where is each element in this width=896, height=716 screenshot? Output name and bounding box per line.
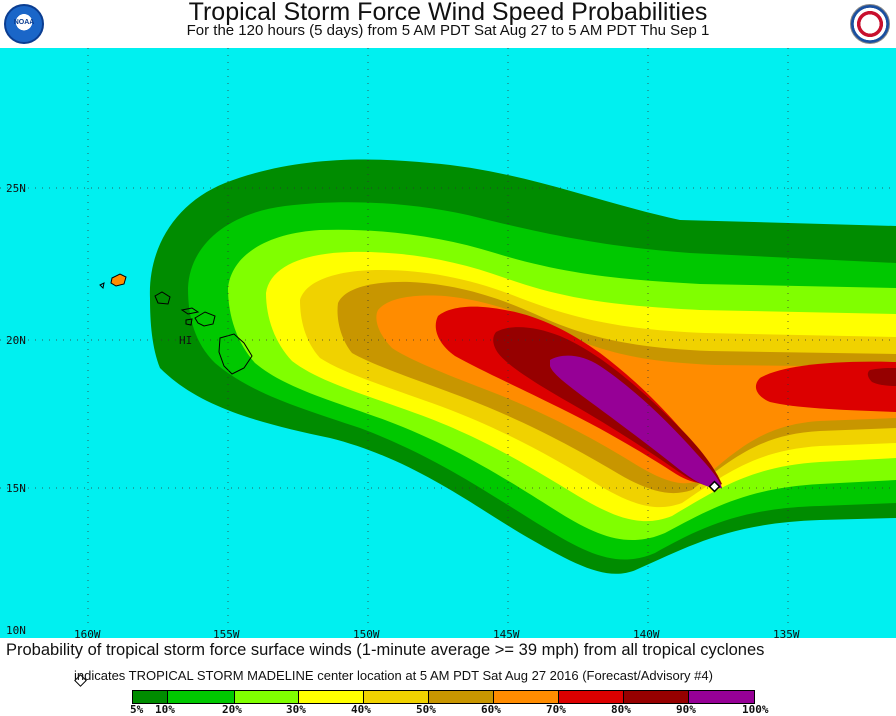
island-kauai [110, 273, 127, 287]
prob-contour-90 [550, 355, 722, 489]
colorbar-label-10: 100% [742, 703, 769, 716]
region-label-hi: HI [179, 334, 192, 347]
map-svg: HI 25N 20N 15N 10N 160W 155W 150W 145W 1… [0, 48, 896, 638]
colorbar-label-1: 10% [155, 703, 175, 716]
header: NOAA Tropical Storm Force Wind Speed Pro… [0, 0, 896, 48]
colorbar-swatch-9 [689, 691, 754, 703]
island-big-island [218, 333, 253, 375]
colorbar-label-9: 90% [676, 703, 696, 716]
colorbar-label-7: 70% [546, 703, 566, 716]
colorbar-label-6: 60% [481, 703, 501, 716]
island-lanai [185, 318, 193, 326]
probability-map: HI 25N 20N 15N 10N 160W 155W 150W 145W 1… [0, 48, 896, 638]
colorbar-swatch-8 [624, 691, 689, 703]
lon-label-140w: 140W [633, 628, 660, 638]
noaa-logo-icon: NOAA [4, 4, 44, 44]
lat-label-20n: 20N [6, 334, 26, 347]
page-subtitle: For the 120 hours (5 days) from 5 AM PDT… [186, 22, 710, 39]
colorbar-swatch-4 [364, 691, 429, 703]
island-molokai [180, 307, 200, 315]
colorbar-swatch-3 [299, 691, 364, 703]
island-niihau [99, 282, 105, 290]
map-caption: Probability of tropical storm force surf… [6, 641, 765, 659]
lat-label-25n: 25N [6, 182, 26, 195]
colorbar-swatch-0 [133, 691, 168, 703]
island-oahu [154, 291, 171, 305]
lat-label-15n: 15N [6, 482, 26, 495]
island-maui [194, 311, 216, 327]
colorbar-swatch-7 [559, 691, 624, 703]
lon-label-145w: 145W [493, 628, 520, 638]
prob-contour-80-east [867, 368, 896, 386]
noaa-logo-text: NOAA [13, 19, 35, 26]
lon-label-135w: 135W [773, 628, 800, 638]
prob-contour-70-east [755, 361, 896, 412]
lon-label-155w: 155W [213, 628, 240, 638]
colorbar-swatch-5 [429, 691, 494, 703]
hawaiian-islands [99, 273, 253, 375]
nws-logo-icon [850, 4, 890, 44]
lat-label-10n: 10N [6, 624, 26, 637]
colorbar-label-3: 30% [286, 703, 306, 716]
lon-label-150w: 150W [353, 628, 380, 638]
colorbar-swatch-6 [494, 691, 559, 703]
graticule [0, 48, 896, 628]
colorbar-swatch-2 [235, 691, 299, 703]
colorbar-label-8: 80% [611, 703, 631, 716]
colorbar-swatch-1 [168, 691, 235, 703]
lon-label-160w: 160W [74, 628, 101, 638]
legend-note: indicates TROPICAL STORM MADELINE center… [74, 668, 713, 683]
colorbar-label-4: 40% [351, 703, 371, 716]
colorbar-label-0: 5% [130, 703, 144, 716]
colorbar-label-5: 50% [416, 703, 436, 716]
probability-colorbar [132, 690, 755, 704]
page-title: Tropical Storm Force Wind Speed Probabil… [188, 0, 708, 26]
colorbar-label-2: 20% [222, 703, 242, 716]
storm-center-marker-icon [708, 480, 721, 493]
